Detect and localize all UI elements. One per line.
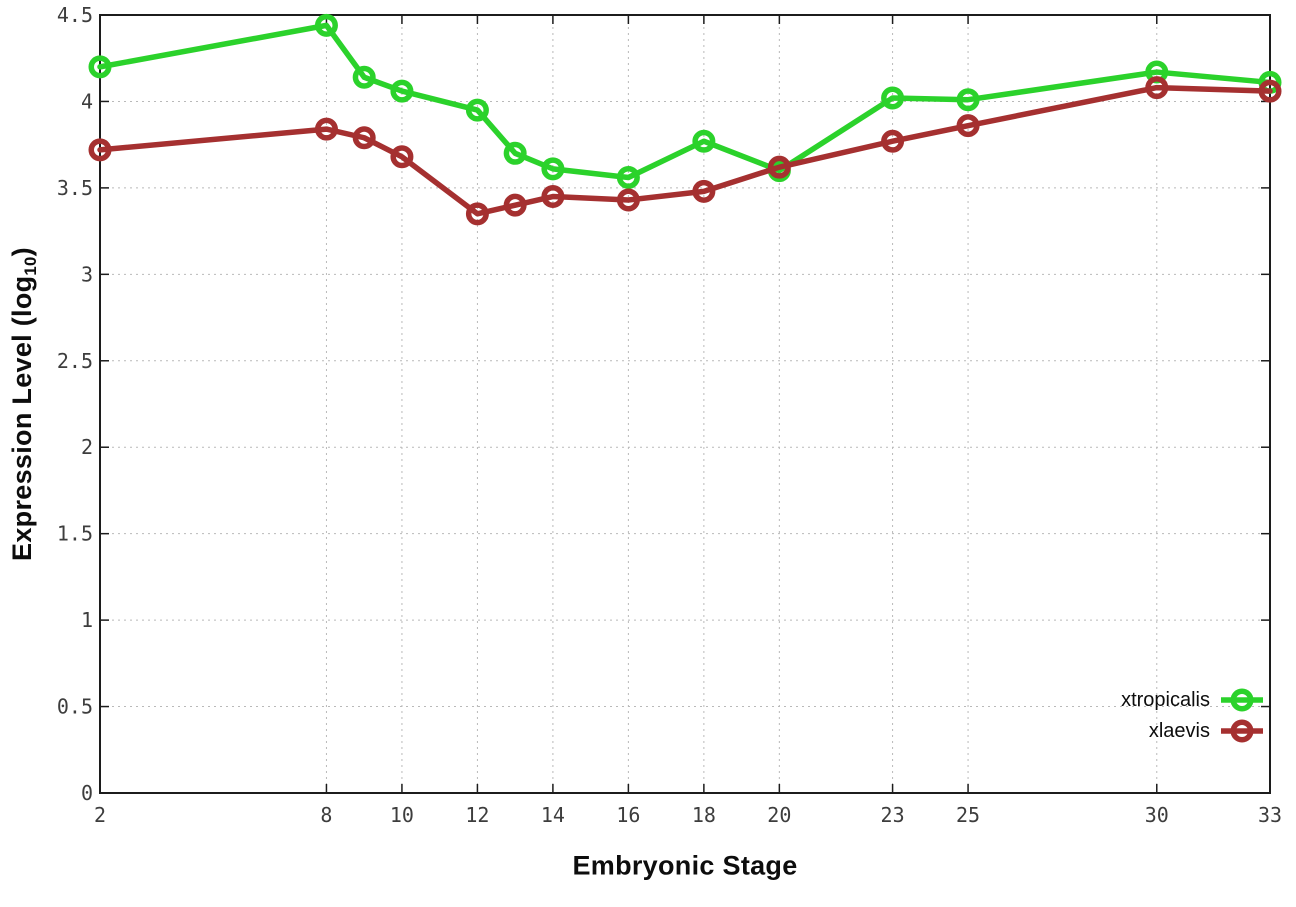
- x-tick-label: 18: [692, 803, 716, 827]
- series-xlaevis: [88, 76, 1282, 226]
- y-tick-labels: 0 0.5 1 1.5 2 2.5 3 3.5 4 4.5: [57, 3, 93, 805]
- data-point: [881, 129, 905, 153]
- x-tick-label: 16: [616, 803, 640, 827]
- data-point: [465, 202, 489, 226]
- x-tick-label: 20: [767, 803, 791, 827]
- y-tick-label: 4.5: [57, 3, 93, 27]
- data-point: [767, 155, 791, 179]
- y-tick-label: 2.5: [57, 349, 93, 373]
- y-tick-label: 3: [81, 262, 93, 286]
- y-axis-title-text: Expression Level (log: [7, 275, 38, 561]
- x-tick-label: 30: [1145, 803, 1169, 827]
- data-point: [314, 117, 338, 141]
- series-xtropicalis: [88, 13, 1282, 190]
- x-tick-label: 8: [320, 803, 332, 827]
- data-point: [88, 138, 112, 162]
- data-point: [692, 179, 716, 203]
- data-point: [956, 114, 980, 138]
- y-tick-label: 1: [81, 608, 93, 632]
- y-tick-label: 0.5: [57, 695, 93, 719]
- data-point: [465, 98, 489, 122]
- x-tick-labels: 2 8 10 12 14 16 18 20 23 25 30 33: [94, 803, 1282, 827]
- data-point: [881, 86, 905, 110]
- data-point: [1145, 76, 1169, 100]
- data-point: [390, 145, 414, 169]
- line-point-marker-icon: [1221, 719, 1263, 742]
- x-tick-label: 14: [541, 803, 565, 827]
- y-axis-title-subscript: 10: [20, 256, 40, 276]
- data-point: [352, 126, 376, 150]
- y-tick-label: 1.5: [57, 522, 93, 546]
- y-tick-label: 3.5: [57, 176, 93, 200]
- data-point: [956, 88, 980, 112]
- data-point: [503, 141, 527, 165]
- x-tick-label: 12: [465, 803, 489, 827]
- legend-item-xtropicalis: xtropicalis: [1121, 684, 1265, 715]
- data-point: [352, 65, 376, 89]
- data-point: [541, 157, 565, 181]
- y-tick-label: 2: [81, 435, 93, 459]
- data-point: [503, 193, 527, 217]
- data-point: [88, 55, 112, 79]
- x-tick-label: 23: [881, 803, 905, 827]
- data-point: [314, 13, 338, 37]
- x-tick-label: 25: [956, 803, 980, 827]
- legend-label: xlaevis: [1148, 719, 1210, 742]
- legend-item-xlaevis: xlaevis: [1121, 715, 1265, 746]
- x-tick-label: 2: [94, 803, 106, 827]
- y-tick-label: 4: [81, 89, 93, 113]
- y-axis-title-suffix: ): [7, 247, 38, 257]
- data-point: [390, 79, 414, 103]
- plot-border: [99, 14, 1271, 794]
- data-point: [616, 166, 640, 190]
- data-point: [541, 185, 565, 209]
- x-tick-label: 10: [390, 803, 414, 827]
- data-point: [616, 188, 640, 212]
- legend-label: xtropicalis: [1121, 688, 1210, 711]
- y-axis-title: Expression Level (log10): [7, 247, 41, 561]
- data-point: [692, 129, 716, 153]
- legend: xtropicalis xlaevis: [1121, 684, 1265, 746]
- x-tick-label: 33: [1258, 803, 1282, 827]
- line-point-marker-icon: [1221, 688, 1263, 711]
- x-axis-title: Embryonic Stage: [572, 850, 798, 881]
- data-point: [1258, 79, 1282, 103]
- y-tick-label: 0: [81, 781, 93, 805]
